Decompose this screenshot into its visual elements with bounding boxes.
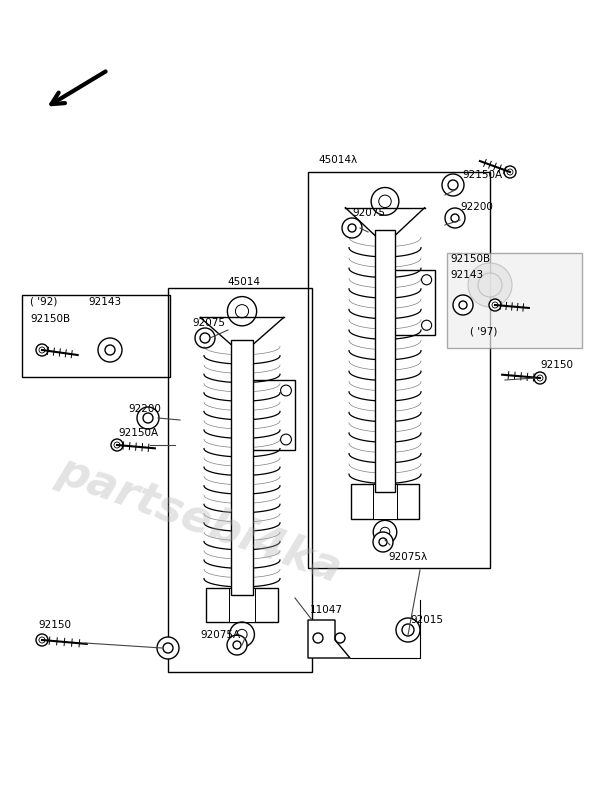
Polygon shape bbox=[308, 620, 350, 658]
Circle shape bbox=[451, 214, 459, 222]
Bar bbox=[206, 588, 278, 622]
Circle shape bbox=[227, 635, 247, 655]
Circle shape bbox=[195, 328, 215, 348]
Text: 92075A: 92075A bbox=[200, 630, 240, 640]
Circle shape bbox=[504, 166, 516, 178]
Circle shape bbox=[137, 407, 159, 429]
Bar bbox=[229, 588, 255, 622]
Bar bbox=[373, 484, 397, 520]
Circle shape bbox=[453, 295, 473, 315]
Circle shape bbox=[342, 218, 362, 238]
Circle shape bbox=[396, 618, 420, 642]
Bar bbox=[308, 172, 490, 568]
Circle shape bbox=[468, 263, 512, 307]
Text: 11047: 11047 bbox=[310, 605, 343, 615]
Text: 92075λ: 92075λ bbox=[388, 552, 427, 562]
Text: 92150B: 92150B bbox=[30, 314, 70, 324]
Text: 92200: 92200 bbox=[460, 202, 493, 212]
Circle shape bbox=[157, 637, 179, 659]
Text: 92075: 92075 bbox=[192, 318, 225, 328]
Circle shape bbox=[445, 208, 465, 228]
Bar bbox=[393, 270, 435, 335]
Text: 92200: 92200 bbox=[128, 404, 161, 414]
Text: 92015: 92015 bbox=[410, 615, 443, 625]
Circle shape bbox=[534, 372, 546, 384]
Circle shape bbox=[489, 299, 501, 311]
Bar bbox=[168, 288, 312, 672]
Circle shape bbox=[442, 174, 464, 196]
Bar bbox=[231, 339, 253, 595]
Circle shape bbox=[143, 413, 153, 423]
Circle shape bbox=[478, 273, 502, 297]
Circle shape bbox=[36, 344, 48, 356]
Text: 92150B: 92150B bbox=[450, 254, 490, 264]
Circle shape bbox=[200, 333, 210, 343]
Bar bbox=[447, 253, 582, 348]
Text: 92150A: 92150A bbox=[118, 428, 158, 438]
Text: 92150: 92150 bbox=[540, 360, 573, 370]
Bar bbox=[250, 380, 295, 450]
Circle shape bbox=[111, 439, 123, 451]
Text: 45014λ: 45014λ bbox=[318, 155, 357, 165]
Circle shape bbox=[373, 532, 393, 552]
Circle shape bbox=[379, 538, 387, 546]
Bar bbox=[352, 484, 419, 520]
Text: partsebi4ka: partsebi4ka bbox=[52, 448, 348, 591]
Circle shape bbox=[36, 634, 48, 646]
Text: 92143: 92143 bbox=[450, 270, 483, 280]
Text: 92075: 92075 bbox=[352, 208, 385, 218]
Circle shape bbox=[348, 224, 356, 232]
Text: 92143: 92143 bbox=[88, 297, 121, 307]
Circle shape bbox=[402, 624, 414, 636]
Circle shape bbox=[105, 345, 115, 355]
Bar bbox=[375, 230, 395, 491]
Circle shape bbox=[233, 641, 241, 649]
Circle shape bbox=[448, 180, 458, 190]
Circle shape bbox=[459, 301, 467, 309]
Text: 92150: 92150 bbox=[38, 620, 71, 630]
Text: ( '97): ( '97) bbox=[470, 327, 497, 337]
Text: 45014: 45014 bbox=[227, 277, 260, 287]
Circle shape bbox=[163, 643, 173, 653]
Text: ( '92): ( '92) bbox=[30, 297, 58, 307]
Circle shape bbox=[98, 338, 122, 362]
Bar bbox=[22, 295, 170, 377]
Text: 92150A: 92150A bbox=[462, 170, 502, 180]
